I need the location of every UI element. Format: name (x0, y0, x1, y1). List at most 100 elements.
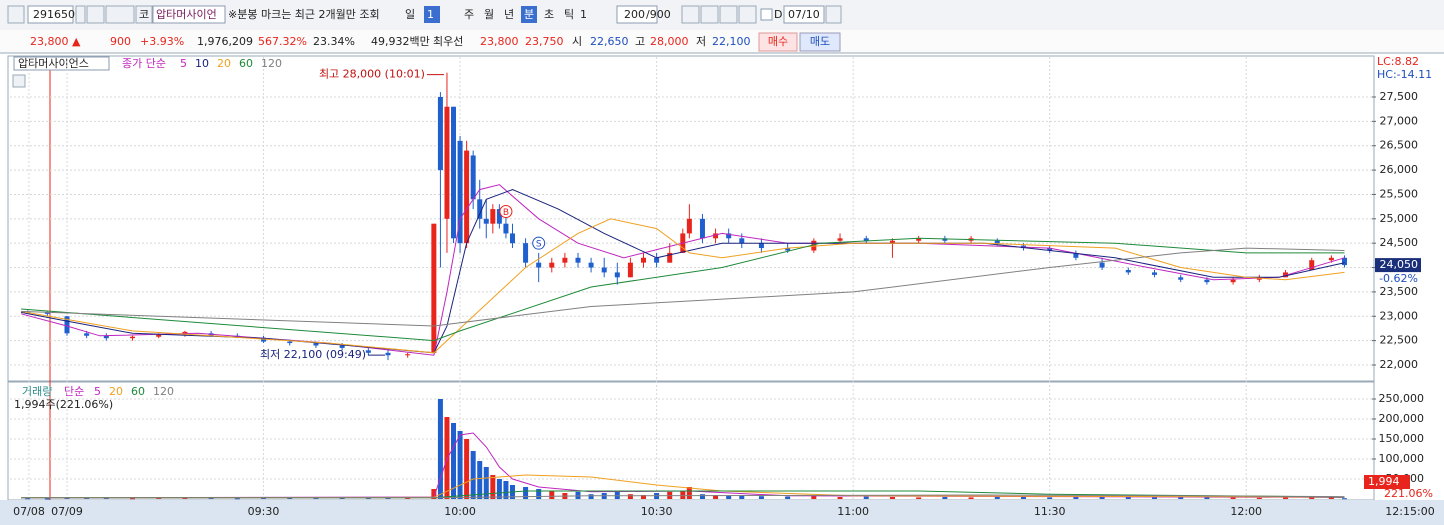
period-tab[interactable]: 년 (504, 8, 514, 21)
ma-line (21, 189, 1345, 354)
sell-button[interactable] (799, 32, 841, 52)
volume-bar (1020, 497, 1026, 499)
volume-bar (549, 491, 555, 499)
table-icon[interactable] (12, 74, 26, 88)
candle-body (451, 106, 457, 239)
candle-body (1204, 279, 1210, 283)
period-tab[interactable]: 1 (427, 8, 434, 21)
candle-body (811, 240, 817, 251)
candle-body (431, 223, 437, 353)
candle-body (641, 257, 647, 263)
tab-selected (424, 6, 440, 23)
calendar-button[interactable] (825, 5, 842, 24)
candle-body (1047, 248, 1053, 251)
volume-title: 거래량 (22, 385, 52, 398)
x-tick-label: 07/08 (13, 505, 45, 518)
volume-bar (1047, 497, 1053, 499)
legend-entry: 20 (109, 385, 123, 398)
candle-body (464, 150, 470, 244)
last-volume-rate: 221.06% (1384, 487, 1433, 500)
period-tab[interactable]: 틱 (564, 8, 574, 21)
volume-bar (444, 417, 450, 499)
notice: ※분봉 마크는 최근 2개월만 조회 (228, 8, 380, 21)
ma-line (21, 474, 1345, 499)
y-tick-label: 24,500 (1380, 236, 1419, 249)
volume-bar (863, 496, 869, 499)
x-tick-label: 11:00 (837, 505, 869, 518)
arrow: ▲ (72, 35, 81, 48)
volume-bar (627, 494, 633, 499)
tool-button[interactable] (681, 5, 700, 24)
period-tab[interactable]: 1 (580, 8, 587, 21)
volume-bar (490, 475, 496, 499)
period-tab[interactable]: 주 (464, 8, 474, 21)
candle-body (84, 333, 90, 336)
high: 28,000 (650, 35, 689, 48)
price-title: 압타머사이언스 (18, 57, 89, 70)
last-volume: 1,994 (1368, 475, 1400, 488)
tool-button[interactable] (700, 5, 719, 24)
candle-body (726, 233, 732, 239)
signal-label: B (503, 208, 509, 218)
hc: HC:-14.11 (1377, 68, 1432, 81)
best-label: 최우선 (433, 35, 463, 48)
volume-bar (614, 491, 620, 499)
candle-body (699, 218, 705, 239)
legend-entry: 120 (261, 57, 282, 70)
date-input[interactable] (783, 5, 825, 24)
volume-bar (130, 498, 136, 500)
save-button[interactable] (719, 5, 738, 24)
code-input[interactable] (27, 5, 74, 24)
sound-button[interactable] (105, 5, 135, 24)
period-tab[interactable]: 분 (524, 8, 534, 21)
candle-body (889, 240, 895, 244)
count-input[interactable] (616, 5, 658, 24)
volume-bar (680, 491, 686, 499)
code-dropdown[interactable] (75, 5, 86, 24)
candle-body (1341, 257, 1347, 266)
checkbox[interactable] (760, 8, 773, 21)
market-badge (135, 5, 153, 24)
candle-body (575, 257, 581, 263)
x-axis-bar (0, 500, 1444, 525)
volume-bar (405, 497, 411, 499)
candle-body (483, 218, 489, 224)
candle-body (385, 352, 391, 356)
period-tab[interactable]: 일 (405, 7, 415, 21)
date-flag: D (774, 8, 782, 21)
volume-bar (916, 497, 922, 499)
volume-bar (496, 479, 502, 499)
y-tick-label: 22,500 (1380, 334, 1419, 347)
volume-bar (261, 497, 267, 499)
volume-panel (7, 381, 1375, 501)
candle-body (627, 262, 633, 278)
candle-body (1309, 260, 1315, 270)
signal-marker (499, 205, 513, 219)
volume-info: 1,994주(221.06%) (14, 398, 113, 411)
y-tick-label: 250,000 (1379, 392, 1425, 405)
period-tab[interactable]: 초 (544, 8, 554, 21)
volume-bar (339, 497, 345, 499)
legend-entry: 120 (153, 385, 174, 398)
y-tick-label: 27,000 (1380, 114, 1419, 127)
ma-line (21, 218, 1345, 354)
candle-body (785, 248, 791, 251)
candle-body (509, 233, 515, 244)
settings-button[interactable] (738, 5, 757, 24)
volume-bar (523, 487, 529, 499)
y-tick-label: 26,500 (1380, 139, 1419, 152)
candle-body (156, 334, 162, 337)
candle-body (444, 106, 450, 219)
volume-bar (758, 496, 764, 499)
volume-bar (641, 495, 647, 499)
y-tick-label: 200,000 (1379, 412, 1425, 425)
volume-bar (1230, 497, 1236, 499)
buy-button[interactable] (758, 32, 798, 52)
search-button[interactable] (86, 5, 105, 24)
period-tab[interactable]: 월 (484, 8, 494, 21)
volume-bar (25, 498, 31, 500)
candle-body (130, 336, 136, 339)
menu-button[interactable] (7, 5, 25, 24)
x-tick-label: 10:00 (444, 505, 476, 518)
candle-body (523, 243, 529, 263)
